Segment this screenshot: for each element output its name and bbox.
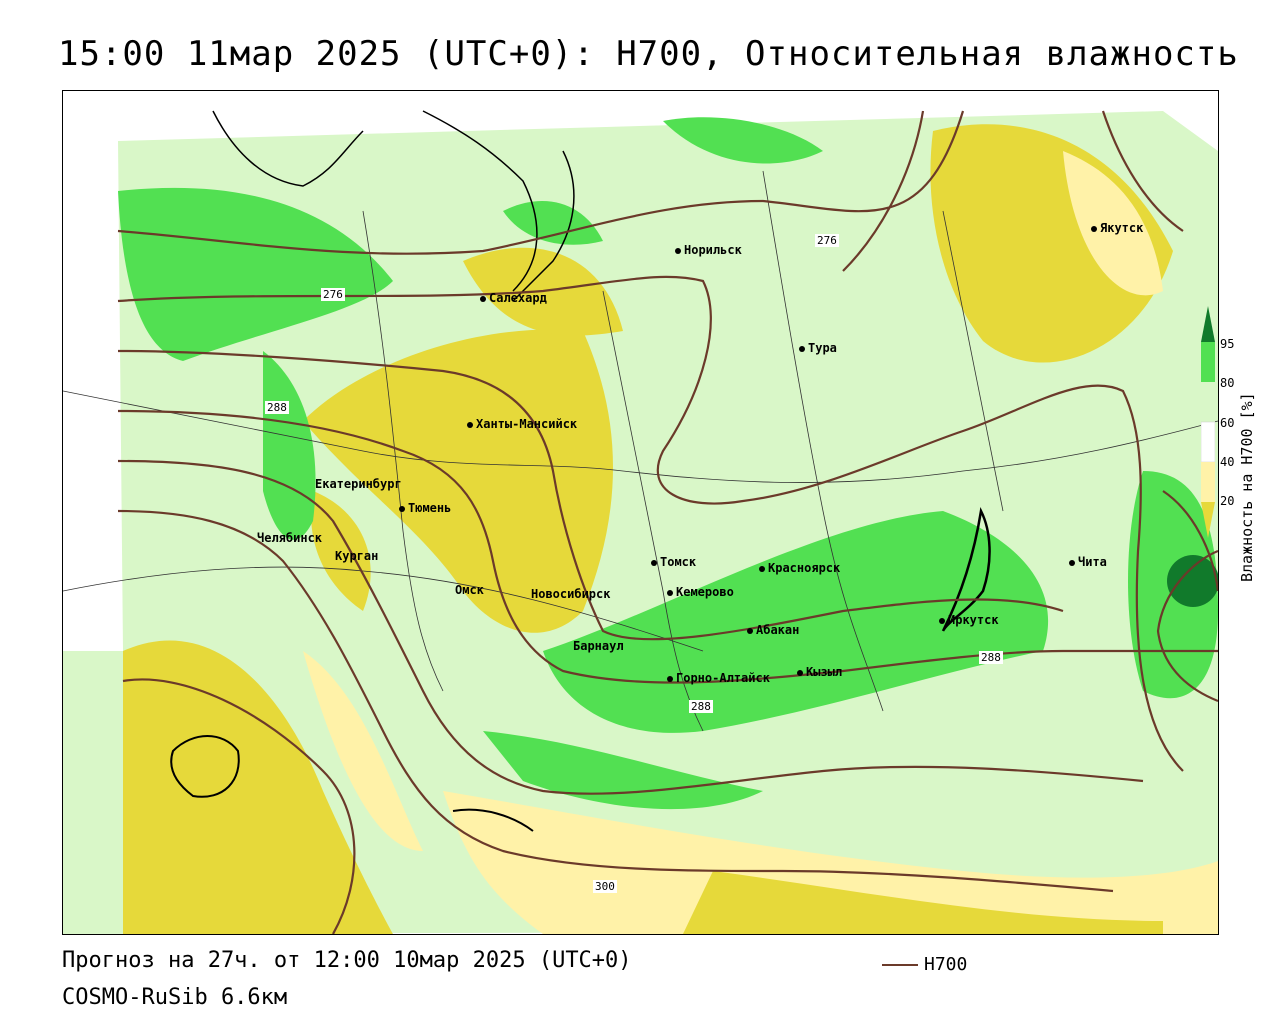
city-label: Красноярск bbox=[759, 561, 840, 575]
city-label: Омск bbox=[455, 583, 484, 597]
colorbar-tick: 95 bbox=[1220, 337, 1235, 351]
city-label: Томск bbox=[651, 555, 696, 569]
contour-label: 276 bbox=[815, 234, 839, 247]
city-label: Ханты-Мансийск bbox=[467, 417, 577, 431]
city-label: Норильск bbox=[675, 243, 742, 257]
colorbar-title: Влажность на H700 [%] bbox=[1238, 392, 1256, 582]
city-label: Челябинск bbox=[257, 531, 323, 545]
colorbar-tick: 60 bbox=[1220, 416, 1235, 430]
city-label: Горно-Алтайск bbox=[667, 671, 770, 685]
contour-label: 288 bbox=[979, 651, 1003, 664]
city-label: Екатеринбург bbox=[315, 477, 402, 491]
colorbar-tick: 80 bbox=[1220, 376, 1235, 390]
chart-title: 15:00 11мар 2025 (UTC+0): H700, Относите… bbox=[58, 34, 1239, 74]
legend-label: H700 bbox=[924, 954, 968, 975]
forecast-info: Прогноз на 27ч. от 12:00 10мар 2025 (UTC… bbox=[62, 948, 632, 973]
humidity-map: Норильск Салехард Тура Якутск Ханты-Манс… bbox=[62, 90, 1219, 935]
contour-label: 288 bbox=[265, 401, 289, 414]
city-label: Курган bbox=[335, 549, 379, 563]
colorbar-tick: 20 bbox=[1220, 494, 1235, 508]
contour-label: 288 bbox=[689, 700, 713, 713]
city-label: Якутск bbox=[1091, 221, 1143, 235]
city-label: Барнаул bbox=[573, 639, 624, 653]
contour-label: 276 bbox=[321, 288, 345, 301]
legend-line-swatch bbox=[882, 964, 918, 966]
city-label: Тура bbox=[799, 341, 837, 355]
city-label: Кемерово bbox=[667, 585, 734, 599]
map-canvas bbox=[63, 91, 1218, 934]
city-label: Кызыл bbox=[797, 665, 842, 679]
contour-label: 300 bbox=[593, 880, 617, 893]
colorbar-tick: 40 bbox=[1220, 455, 1235, 469]
city-label: Новосибирск bbox=[531, 587, 611, 601]
colorbar-scale bbox=[1201, 306, 1215, 538]
legend: H700 bbox=[882, 954, 967, 975]
city-label: Абакан bbox=[747, 623, 799, 637]
city-label: Салехард bbox=[480, 291, 547, 305]
model-info: COSMO-RuSib 6.6км bbox=[62, 985, 288, 1010]
city-label: Чита bbox=[1069, 555, 1107, 569]
city-label: Иркутск bbox=[939, 613, 999, 627]
city-label: Тюмень bbox=[399, 501, 451, 515]
